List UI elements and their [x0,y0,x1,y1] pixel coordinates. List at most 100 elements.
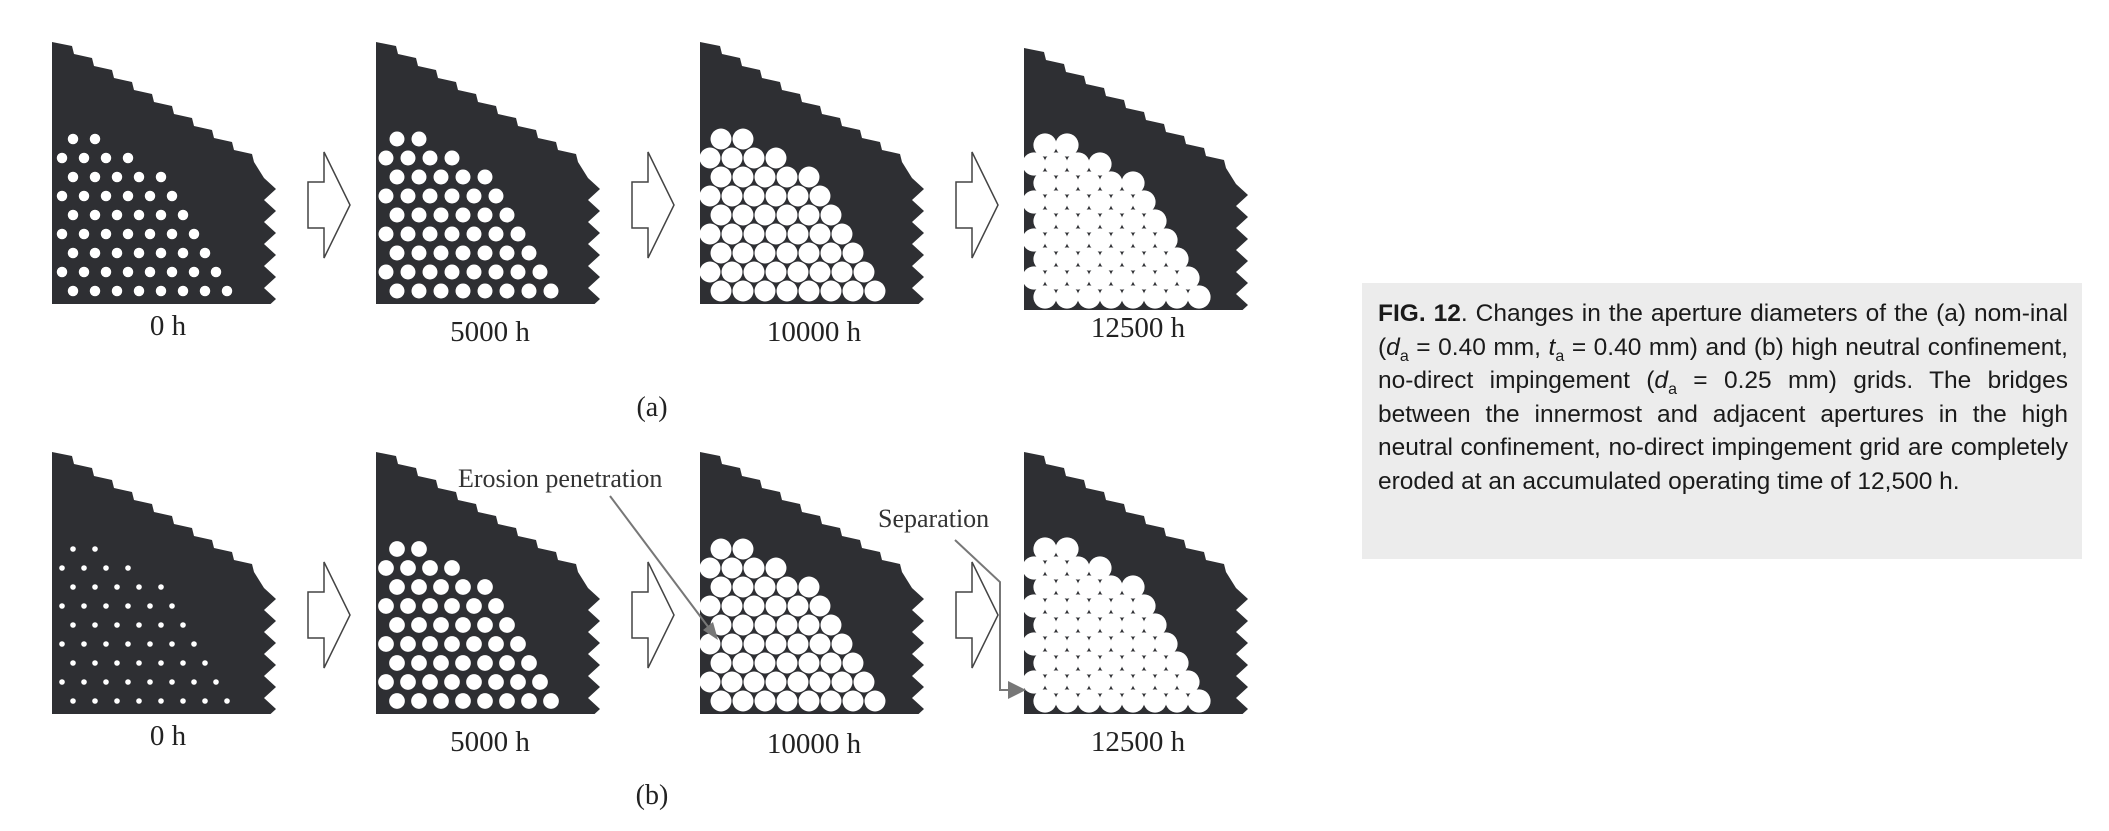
aperture [466,674,482,690]
aperture [765,595,787,617]
aperture [56,266,68,278]
aperture [1088,556,1112,580]
aperture [199,247,211,259]
aperture [67,171,79,183]
aperture [765,223,787,245]
aperture [1099,171,1123,195]
aperture [1132,228,1156,252]
aperture [831,671,853,693]
aperture [743,595,765,617]
aperture [378,150,394,166]
aperture [378,560,394,576]
aperture [1033,651,1057,675]
caption-sub: a [1399,347,1409,365]
aperture [59,641,65,647]
aperture [1077,651,1101,675]
aperture [1121,613,1145,637]
aperture [776,166,798,188]
aperture [1066,228,1090,252]
aperture [809,223,831,245]
aperture [81,679,87,685]
aperture [488,598,504,614]
aperture [732,280,754,302]
aperture [1088,266,1112,290]
aperture [488,188,504,204]
aperture [1154,228,1178,252]
aperture [433,579,449,595]
aperture [133,285,145,297]
aperture [188,228,200,240]
caption-sub: a [1668,380,1677,398]
aperture [378,226,394,242]
aperture [147,679,153,685]
aperture [389,655,405,671]
aperture [1055,133,1079,157]
aperture [180,660,186,666]
aperture [78,266,90,278]
aperture [1077,575,1101,599]
aperture [765,185,787,207]
aperture [754,614,776,636]
aperture [477,245,493,261]
aperture [853,671,875,693]
aperture [732,166,754,188]
aperture [92,584,98,590]
aperture [710,204,732,226]
aperture [1132,594,1156,618]
aperture [776,614,798,636]
aperture [422,188,438,204]
aperture [1055,651,1079,675]
aperture [100,266,112,278]
aperture [776,242,798,264]
aperture [1055,209,1079,233]
aperture [411,617,427,633]
aperture [1066,632,1090,656]
time-label: 0 h [149,720,187,752]
aperture [477,283,493,299]
aperture [67,247,79,259]
aperture [776,690,798,712]
aperture [1055,285,1079,309]
aperture [710,538,732,560]
aperture [798,280,820,302]
aperture [389,541,405,557]
aperture [1154,632,1178,656]
aperture [1044,190,1068,214]
aperture [700,633,721,655]
aperture [433,693,449,709]
aperture [455,245,471,261]
time-label: 12500 h [1090,312,1186,344]
aperture [89,247,101,259]
aperture [1099,209,1123,233]
aperture [521,245,537,261]
row-label-b: (b) [635,780,669,811]
aperture [111,247,123,259]
time-label: 10000 h [766,728,862,760]
aperture [114,622,120,628]
aperture [111,209,123,221]
aperture [1154,670,1178,694]
aperture [444,264,460,280]
aperture [1110,190,1134,214]
grid-panel-a-4 [1024,48,1248,310]
grid-panel-a-3 [700,42,924,304]
caption-text: = 0.25 mm) grids. The bridges between th… [1378,367,2068,495]
aperture [732,204,754,226]
aperture [133,171,145,183]
aperture [144,266,156,278]
aperture [1088,152,1112,176]
aperture [477,207,493,223]
aperture [144,228,156,240]
aperture [488,264,504,280]
aperture [1024,228,1046,252]
aperture [831,633,853,655]
aperture [1132,670,1156,694]
time-label: 0 h [149,310,187,342]
aperture [754,204,776,226]
aperture [754,166,776,188]
aperture [510,264,526,280]
aperture [700,223,721,245]
aperture [787,633,809,655]
aperture [1176,266,1200,290]
aperture [400,598,416,614]
